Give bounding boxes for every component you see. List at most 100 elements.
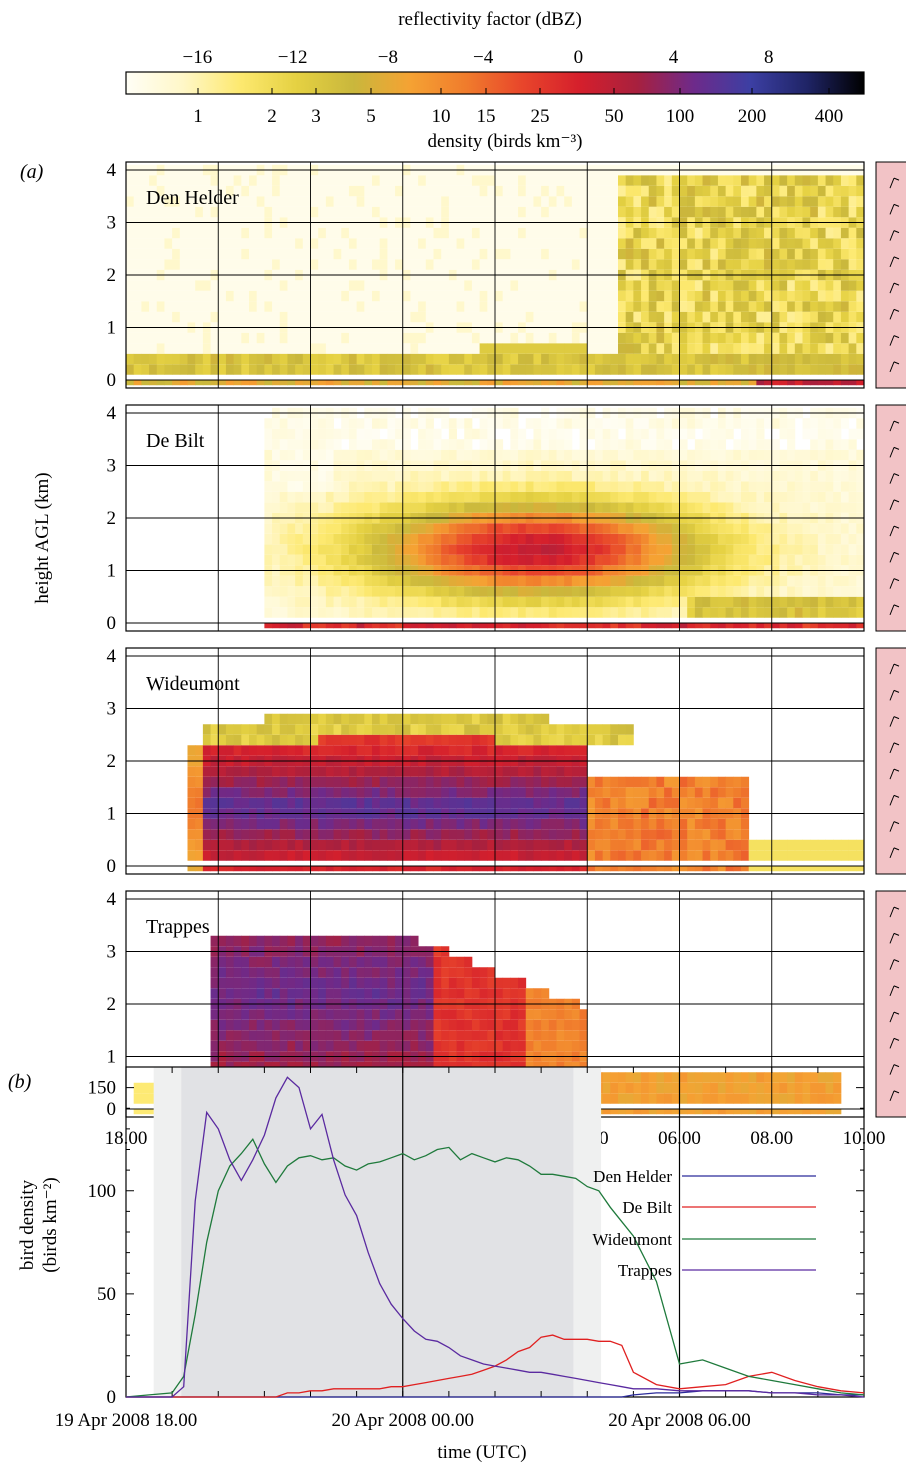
heatmap-cell (387, 301, 396, 312)
heatmap-cell (202, 829, 211, 840)
heatmap-cell (264, 311, 273, 323)
heatmap-cell (287, 311, 296, 323)
heatmap-cell (264, 259, 273, 270)
heatmap-cell (810, 839, 819, 851)
heatmap-cell (218, 332, 227, 344)
heatmap-cell (548, 776, 557, 788)
heatmap-cell (256, 196, 265, 207)
heatmap-cell (533, 850, 542, 861)
heatmap-cell (564, 290, 573, 302)
heatmap-cell (618, 380, 627, 386)
heatmap-cell (510, 227, 519, 239)
heatmap-cell (840, 586, 850, 597)
heatmap-cell (564, 850, 573, 861)
heatmap-cell (587, 449, 596, 461)
heatmap-cell (756, 491, 765, 503)
heatmap-cell (233, 1019, 242, 1031)
heatmap-cell (356, 428, 365, 440)
heatmap-cell (448, 850, 457, 861)
heatmap-cell (648, 554, 657, 566)
heatmap-cell (541, 596, 550, 608)
heatmap-cell (372, 343, 381, 354)
heatmap-cell (587, 586, 596, 597)
heatmap-cell (348, 623, 358, 629)
heatmap-cell (325, 185, 334, 197)
heatmap-cell (602, 364, 611, 375)
heatmap-cell (425, 343, 434, 354)
heatmap-cell (533, 839, 542, 851)
heatmap-cell (364, 248, 373, 260)
heatmap-cell (210, 364, 219, 375)
heatmap-cell (671, 311, 680, 323)
heatmap-cell (502, 554, 511, 566)
heatmap-cell (594, 185, 604, 197)
heatmap-cell (802, 533, 811, 545)
heatmap-cell (687, 481, 696, 492)
heatmap-cell (625, 586, 634, 597)
heatmap-cell (233, 1040, 242, 1052)
heatmap-cell (602, 439, 611, 450)
heatmap-cell (210, 956, 219, 968)
heatmap-cell (825, 850, 834, 861)
heatmap-cell (594, 818, 604, 830)
heatmap-cell (402, 290, 411, 302)
heatmap-cell (656, 470, 665, 482)
heatmap-cell (456, 544, 465, 555)
heatmap-cell (287, 290, 296, 302)
heatmap-cell (810, 418, 819, 429)
heatmap-cell (641, 332, 650, 344)
heatmap-cell (833, 428, 842, 440)
heatmap-cell (587, 175, 596, 186)
heatmap-cell (502, 185, 511, 197)
heatmap-cell (202, 818, 211, 830)
heatmap-cell (748, 175, 757, 186)
heatmap-cell (810, 248, 819, 260)
heatmap-cell (126, 332, 135, 344)
heatmap-cell (210, 829, 219, 840)
heatmap-cell (279, 238, 288, 249)
heatmap-cell (694, 248, 703, 260)
heatmap-cell (395, 238, 404, 249)
heatmap-cell (756, 575, 765, 587)
heatmap-cell (310, 332, 319, 344)
heatmap-cell (202, 227, 211, 239)
colorbar-density-tick-label: 2 (267, 106, 277, 127)
heatmap-cell (302, 470, 311, 482)
heatmap-cell (779, 259, 788, 270)
heatmap-cell (356, 364, 365, 375)
heatmap-cell (364, 866, 373, 872)
heatmap-cell (756, 301, 765, 312)
heatmap-cell (641, 607, 650, 618)
heatmap-cell (648, 829, 657, 840)
heatmap-cell (587, 533, 596, 545)
heatmap-cell (764, 311, 773, 323)
heatmap-cell (579, 206, 588, 218)
heatmap-cell (618, 866, 627, 872)
heatmap-cell (641, 259, 650, 270)
heatmap-cell (295, 248, 304, 260)
heatmap-cell (602, 227, 611, 239)
panel-a-letter: (a) (20, 161, 44, 183)
heatmap-cell (425, 418, 434, 429)
heatmap-cell (710, 866, 719, 872)
heatmap-cell (794, 544, 803, 555)
heatmap-cell (233, 850, 242, 861)
heatmap-cell (471, 839, 481, 851)
heatmap-cell (856, 502, 865, 513)
heatmap-cell (825, 607, 834, 618)
heatmap-cell (848, 554, 857, 566)
heatmap-cell (710, 850, 719, 861)
heatmap-cell (195, 380, 204, 386)
heatmap-cell (479, 364, 488, 375)
heatmap-cell (333, 544, 342, 555)
heatmap-cell (272, 449, 281, 461)
heatmap-cell (225, 353, 235, 365)
heatmap-cell (702, 502, 711, 513)
heatmap-cell (218, 175, 227, 186)
heatmap-cell (287, 1009, 296, 1020)
heatmap-cell (594, 544, 604, 555)
heatmap-cell (272, 523, 281, 534)
heatmap-cell (648, 470, 657, 482)
heatmap-cell (618, 787, 627, 798)
heatmap-cell (641, 502, 650, 513)
